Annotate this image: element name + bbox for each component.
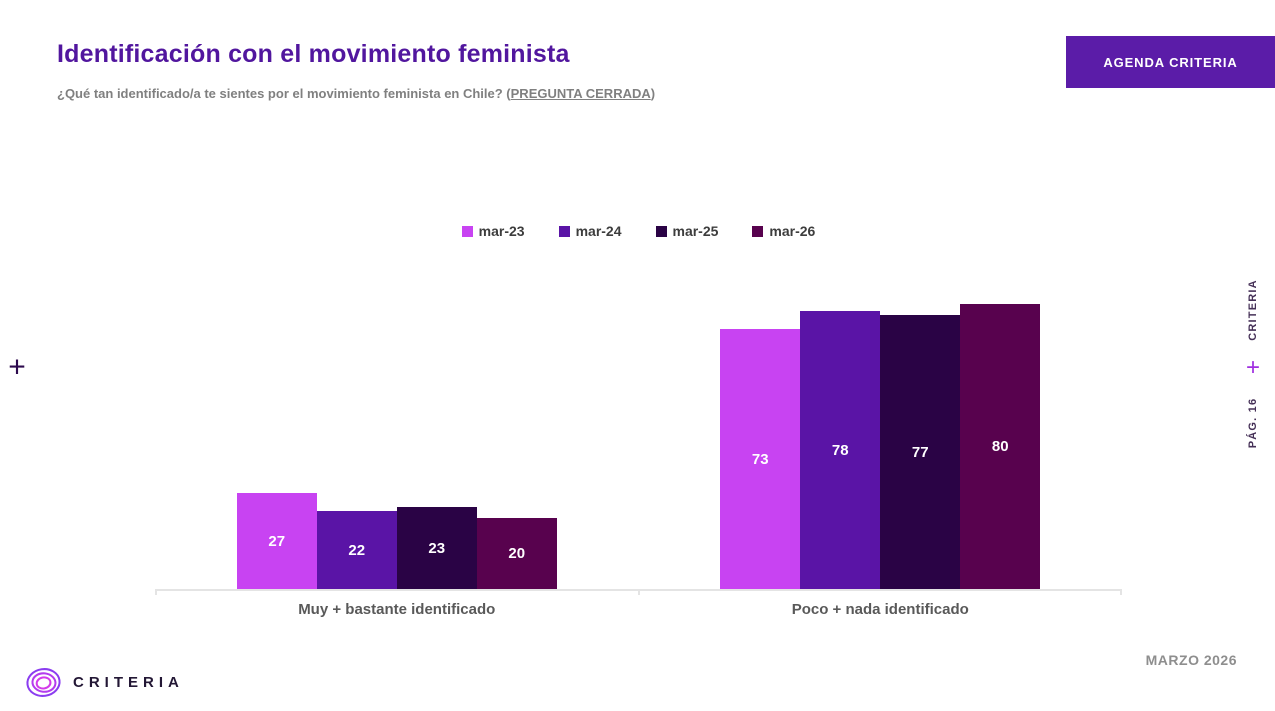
legend: mar-23 mar-24 mar-25 mar-26 [155, 219, 1122, 243]
legend-item: mar-24 [558, 223, 622, 239]
bar-value-label: 78 [831, 441, 849, 459]
agenda-criteria-button[interactable]: AGENDA CRITERIA [1066, 36, 1275, 88]
question-suffix: ) [650, 86, 656, 101]
bar-value-label: 77 [911, 443, 929, 461]
axis-tick [637, 589, 640, 595]
legend-item: mar-25 [655, 223, 719, 239]
legend-swatch-icon [655, 225, 667, 237]
bar-value-label: 80 [991, 438, 1009, 455]
category-label: Poco + nada identificado [791, 601, 969, 618]
legend-item: mar-23 [461, 223, 525, 239]
question-text: ¿Qué tan identificado/a te sientes por e… [57, 86, 511, 101]
bar-chart: 27 22 23 20 73 78 77 80 [155, 290, 1123, 595]
right-rail-brand: CRITERIA [1247, 279, 1259, 341]
plus-icon: + [1245, 353, 1261, 381]
bar-mar-24: 22 [316, 511, 397, 589]
legend-item: mar-26 [752, 223, 815, 239]
legend-swatch-icon [752, 225, 764, 237]
bar-mar-26: 80 [960, 304, 1041, 589]
legend-swatch-icon [461, 225, 473, 237]
bar-value-label: 27 [268, 532, 286, 550]
bar-group: 27 22 23 20 [155, 290, 639, 589]
criteria-logo-icon [26, 668, 61, 697]
criteria-logo: CRITERIA [25, 665, 184, 700]
bar-mar-25: 77 [880, 315, 961, 589]
axis-tick [1120, 589, 1122, 595]
plus-icon: + [8, 350, 26, 384]
logo-text: CRITERIA [73, 674, 184, 691]
bar-mar-23: 27 [236, 493, 317, 589]
legend-label: mar-24 [575, 223, 622, 239]
question-type-tag: PREGUNTA CERRADA [510, 86, 651, 101]
bar-value-label: 73 [751, 450, 769, 468]
legend-label: mar-25 [672, 223, 719, 239]
bar-mar-24: 78 [800, 311, 881, 589]
bar-group: 73 78 77 80 [639, 290, 1123, 589]
bar-mar-25: 23 [396, 507, 477, 589]
bar-value-label: 22 [348, 541, 366, 559]
category-label: Muy + bastante identificado [298, 601, 496, 618]
bar-value-label: 20 [508, 545, 526, 562]
chart-question: ¿Qué tan identificado/a te sientes por e… [57, 86, 655, 101]
category-labels: Muy + bastante identificado Poco + nada i… [155, 601, 1122, 618]
axis-tick [155, 589, 157, 595]
page-number: PÁG. 16 [1247, 397, 1259, 449]
bar-value-label: 23 [428, 539, 446, 557]
page-title: Identificación con el movimiento feminis… [57, 40, 570, 68]
bar-mar-23: 73 [720, 329, 801, 589]
legend-swatch-icon [558, 225, 570, 237]
legend-label: mar-23 [478, 223, 525, 239]
bar-mar-26: 20 [476, 518, 557, 589]
legend-label: mar-26 [769, 223, 816, 239]
report-date: MARZO 2026 [1145, 652, 1237, 668]
